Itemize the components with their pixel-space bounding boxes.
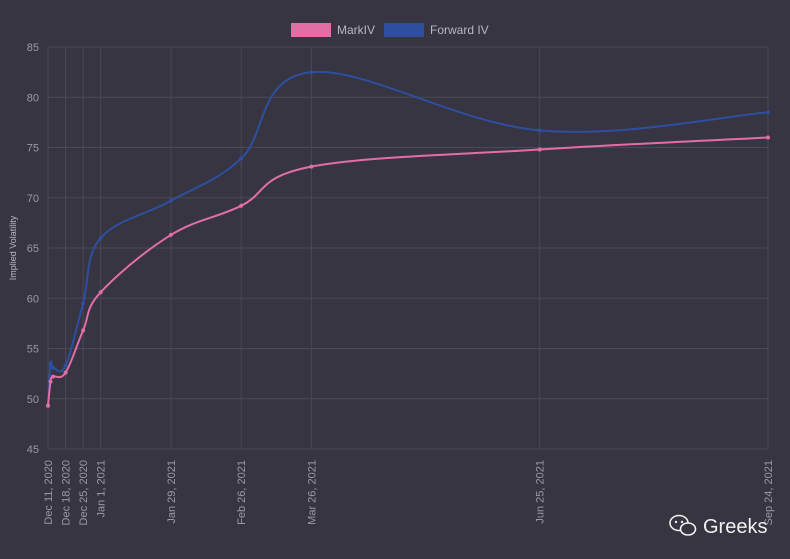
forward-iv-point[interactable] [51, 365, 56, 370]
y-tick-label: 45 [27, 444, 39, 456]
watermark-text: Greeks [703, 516, 767, 538]
grid [47, 46, 769, 450]
x-tick-label: Feb 26, 2021 [236, 460, 248, 525]
x-tick-label: Mar 26, 2021 [306, 460, 318, 525]
y-tick-label: 70 [27, 193, 39, 205]
legend-swatch [384, 23, 424, 37]
markiv-point[interactable] [46, 403, 50, 408]
x-tick-label: Jan 29, 2021 [166, 460, 178, 524]
y-tick-label: 75 [27, 143, 39, 155]
x-axis: Dec 11, 2020 Dec 18, 2020 Dec 25, 2020 Jan … [43, 460, 775, 525]
x-tick-label: Sep 24, 2021 [763, 460, 775, 525]
markiv-point[interactable] [51, 374, 56, 379]
watermark: Greeks [669, 514, 767, 538]
y-tick-label: 50 [27, 394, 39, 406]
forward-iv-point[interactable] [48, 361, 53, 366]
x-tick-label: Jun 25, 2021 [535, 460, 547, 524]
legend-item[interactable]: Forward IV [384, 23, 489, 37]
forward-iv-point[interactable] [309, 70, 314, 75]
markiv-point[interactable] [239, 203, 244, 208]
forward-iv-point[interactable] [239, 156, 244, 161]
markiv-line [47, 136, 769, 406]
y-tick-label: 65 [27, 243, 39, 255]
markiv-point[interactable] [63, 370, 68, 375]
forward-iv-point[interactable] [537, 128, 542, 133]
forward-iv-point[interactable] [766, 110, 770, 115]
markiv-point[interactable] [81, 328, 86, 333]
markiv-point[interactable] [48, 379, 53, 384]
markiv-point[interactable] [766, 135, 770, 140]
x-tick-label: Dec 25, 2020 [78, 460, 90, 525]
legend-item[interactable]: MarkIV [291, 23, 375, 37]
forward-iv-line [47, 70, 769, 406]
x-tick-label: Dec 18, 2020 [61, 460, 73, 525]
forward-iv-point[interactable] [98, 235, 103, 240]
forward-iv-point[interactable] [168, 198, 173, 203]
y-axis-label: Implied Volatility [8, 215, 18, 280]
series-layer [46, 70, 770, 408]
markiv-point[interactable] [309, 164, 314, 169]
legend[interactable]: MarkIV Forward IV [291, 23, 489, 37]
y-tick-label: 55 [27, 344, 39, 356]
x-tick-label: Dec 11, 2020 [43, 460, 55, 525]
x-tick-label: Jan 1, 2021 [96, 460, 108, 518]
y-tick-label: 80 [27, 92, 39, 104]
y-axis: 45 50 55 60 65 70 75 80 85 [27, 42, 39, 456]
wechat-icon [669, 514, 697, 536]
legend-label: Forward IV [430, 23, 489, 37]
markiv-point[interactable] [168, 232, 173, 237]
legend-label: MarkIV [337, 23, 375, 37]
legend-swatch [291, 23, 331, 37]
markiv-point[interactable] [98, 290, 103, 295]
forward-iv-point[interactable] [81, 301, 86, 306]
forward-iv-point[interactable] [63, 363, 68, 368]
markiv-point[interactable] [537, 147, 542, 152]
y-tick-label: 85 [27, 42, 39, 54]
y-tick-label: 60 [27, 293, 39, 305]
